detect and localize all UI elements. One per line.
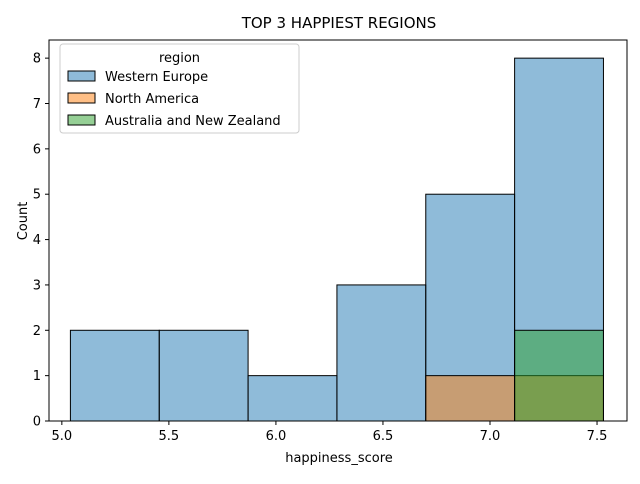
legend-swatch-1	[67, 92, 96, 104]
legend-box	[59, 43, 300, 134]
bar-series-0-bin-3	[336, 284, 427, 422]
y-tick-label: 8	[33, 52, 41, 67]
y-tick-label: 0	[33, 415, 41, 430]
bar-series-0-bin-0	[69, 329, 160, 422]
y-tick-label: 3	[33, 278, 41, 293]
legend-swatch-0	[67, 70, 96, 82]
y-tick-label: 6	[33, 142, 41, 157]
x-tick-label: 6.0	[266, 429, 287, 444]
y-tick-label: 1	[33, 369, 41, 384]
legend-label-0: Western Europe	[105, 70, 208, 85]
bar-series-0-bin-2	[247, 375, 338, 422]
x-tick-label: 7.0	[480, 429, 501, 444]
y-tick-label: 7	[33, 97, 41, 112]
bar-series-0-bin-1	[158, 329, 249, 422]
x-tick-label: 5.0	[52, 429, 73, 444]
bar-series-2-bin-5	[514, 329, 604, 422]
y-tick-label: 5	[33, 188, 41, 203]
bar-series-1-bin-4	[425, 375, 516, 422]
bars-group	[69, 57, 604, 422]
legend-label-1: North America	[105, 92, 199, 107]
x-tick-label: 7.5	[587, 429, 608, 444]
legend-label-2: Australia and New Zealand	[105, 114, 281, 129]
y-tick-label: 2	[33, 324, 41, 339]
y-tick-label: 4	[33, 233, 41, 248]
axes-group: 5.0 5.5 6.0 6.5 7.0 7.5 0 1 2 3 4 5 6 7 8	[33, 39, 628, 444]
legend-title: region	[159, 51, 200, 66]
x-tick-label: 6.5	[373, 429, 394, 444]
chart-title: TOP 3 HAPPIEST REGIONS	[241, 14, 437, 32]
legend: region Western Europe North America Austral…	[59, 43, 300, 134]
x-axis-label: happiness_score	[285, 451, 393, 466]
x-tick-label: 5.5	[159, 429, 180, 444]
plot-frame	[48, 39, 628, 422]
y-axis-label: Count	[16, 202, 31, 241]
legend-swatch-2	[67, 114, 96, 126]
